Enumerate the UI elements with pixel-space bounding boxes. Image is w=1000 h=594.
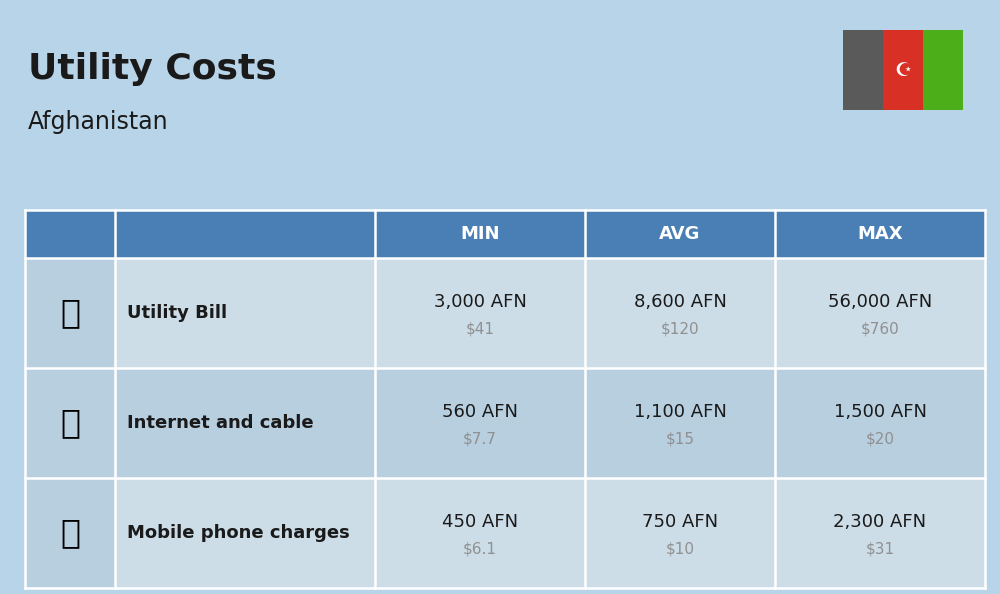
Text: $15: $15 [666,432,694,447]
Bar [25,478,115,588]
Text: Utility Costs: Utility Costs [28,52,277,86]
Text: MAX: MAX [857,225,903,243]
Text: 450 AFN: 450 AFN [442,513,518,531]
Text: 1,500 AFN: 1,500 AFN [834,403,926,421]
Text: Afghanistan: Afghanistan [28,110,169,134]
Bar [775,368,985,478]
Text: 2,300 AFN: 2,300 AFN [833,513,927,531]
Bar [375,210,585,258]
Bar [883,30,923,110]
Bar [375,368,585,478]
Bar [775,258,985,368]
Bar [115,258,375,368]
Bar [25,368,115,478]
Bar [775,478,985,588]
Text: Internet and cable: Internet and cable [127,414,314,432]
Bar [585,368,775,478]
Text: Utility Bill: Utility Bill [127,304,227,322]
Bar [375,478,585,588]
Bar [25,258,115,368]
Text: 3,000 AFN: 3,000 AFN [434,293,526,311]
Bar [375,258,585,368]
Text: $41: $41 [466,322,494,337]
Text: 8,600 AFN: 8,600 AFN [634,293,726,311]
Bar [25,258,115,368]
Text: $31: $31 [865,542,895,557]
Text: AVG: AVG [659,225,701,243]
Bar [25,478,115,588]
Bar [585,258,775,368]
Text: 560 AFN: 560 AFN [442,403,518,421]
Bar [775,210,985,258]
Bar [25,368,115,478]
Bar [923,30,963,110]
Text: 56,000 AFN: 56,000 AFN [828,293,932,311]
Text: $20: $20 [866,432,895,447]
Bar [115,478,375,588]
Text: $10: $10 [666,542,694,557]
Bar [115,368,375,478]
Text: ☪: ☪ [894,61,912,80]
Text: $6.1: $6.1 [463,542,497,557]
Text: 1,100 AFN: 1,100 AFN [634,403,726,421]
Text: 📱: 📱 [60,517,80,549]
Text: $7.7: $7.7 [463,432,497,447]
Bar [585,210,775,258]
Bar [843,30,883,110]
Bar [115,210,375,258]
Bar [585,478,775,588]
Text: $760: $760 [861,322,899,337]
Text: MIN: MIN [460,225,500,243]
Text: Mobile phone charges: Mobile phone charges [127,524,350,542]
Text: 🔌: 🔌 [60,296,80,330]
Bar [25,210,115,258]
Text: 📡: 📡 [60,406,80,440]
Text: 750 AFN: 750 AFN [642,513,718,531]
Text: $120: $120 [661,322,699,337]
